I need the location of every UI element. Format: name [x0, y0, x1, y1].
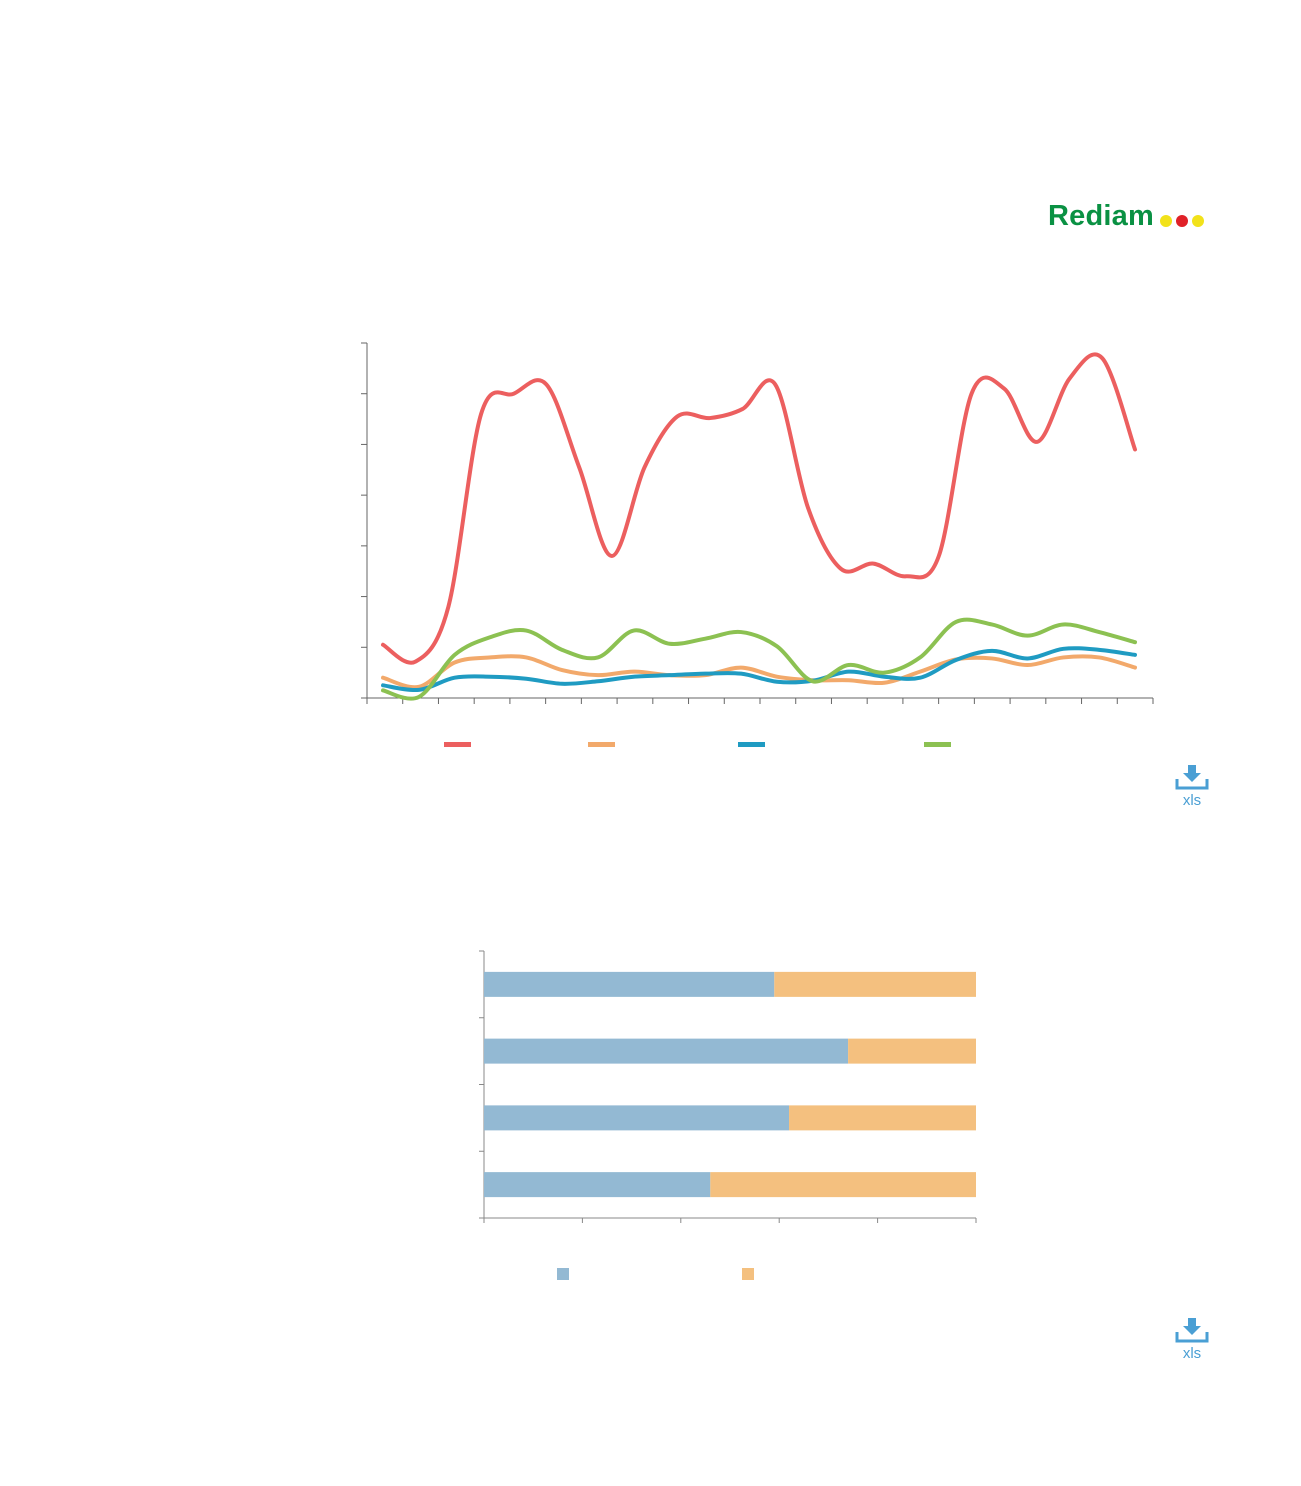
legend-swatch-2: [588, 742, 615, 747]
bar-segment-4-2: [710, 1172, 976, 1198]
series-line-2: [381, 654, 1137, 690]
legend-swatch-4: [924, 742, 951, 747]
bar-segment-2-2: [848, 1038, 976, 1064]
download-xls-label: xls: [1182, 792, 1202, 809]
rediam-logo: Rediam: [1048, 200, 1208, 233]
logo-dot-3: [1191, 214, 1204, 227]
legend-swatch-3: [738, 742, 765, 747]
bar-segment-2-1: [484, 1038, 849, 1064]
line-chart: [361, 342, 1154, 747]
download-xls-button[interactable]: xls: [1172, 764, 1212, 809]
series-line-1: [381, 352, 1137, 665]
bar-segment-1-2: [774, 971, 976, 997]
download-icon: [1175, 765, 1209, 790]
bar-segment-4-1: [484, 1172, 711, 1198]
legend-swatch-2: [742, 1268, 754, 1280]
series-line-4: [381, 617, 1137, 701]
logo-dot-2: [1175, 214, 1188, 227]
legend-swatch-1: [444, 742, 471, 747]
logo-text: Rediam: [1048, 200, 1154, 232]
legend-swatch-1: [557, 1268, 569, 1280]
logo-dots: [1159, 214, 1208, 227]
download-icon: [1175, 1318, 1209, 1343]
series-line-3: [381, 646, 1137, 693]
download-xls-button-2[interactable]: xls: [1172, 1317, 1212, 1362]
bar-segment-1-1: [484, 971, 775, 997]
download-xls-label-2: xls: [1182, 1345, 1202, 1362]
bar-segment-3-1: [484, 1105, 790, 1131]
bar-segment-3-2: [789, 1105, 976, 1131]
logo-dot-1: [1159, 214, 1172, 227]
